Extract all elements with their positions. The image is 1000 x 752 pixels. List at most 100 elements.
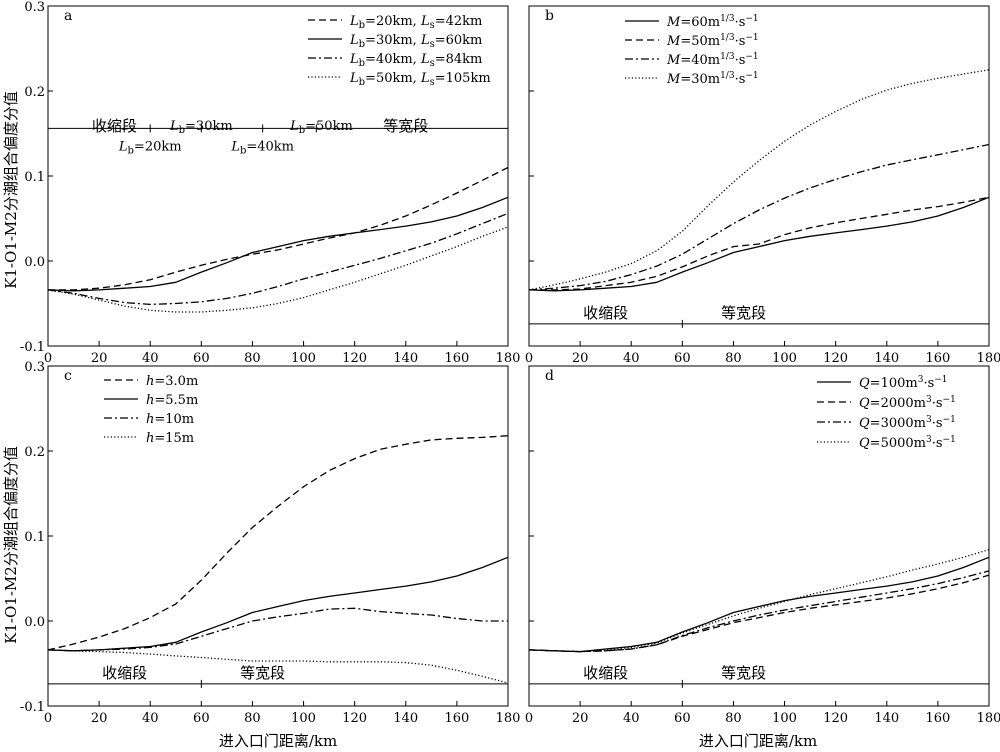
legend-entry-label: M=30m1/3·s−1 <box>666 71 759 87</box>
x-tick-label: 160 <box>444 711 469 726</box>
boundary-marker-label: Lb=20km <box>118 139 182 156</box>
legend-entry-label: M=40m1/3·s−1 <box>666 52 759 68</box>
plot-frame <box>528 5 990 347</box>
segment-label: 等宽段 <box>240 664 285 682</box>
legend-entry-label: Q=2000m3·s−1 <box>859 395 956 411</box>
panel-label: b <box>545 8 554 24</box>
x-tick-label: 180 <box>977 351 1000 366</box>
panel-b: 0 20 40 60 80 100 120 140 160 180 b 收缩段 等宽段 M=60m1/3·… <box>525 5 1000 366</box>
segment-label: 等宽段 <box>721 304 766 322</box>
x-axis-label-right: 进入口门距离/km <box>699 732 817 750</box>
segment-label: 等宽段 <box>721 664 766 682</box>
series-line-2 <box>529 196 990 291</box>
panel-label: c <box>64 368 72 384</box>
segment-label: 收缩段 <box>583 664 628 682</box>
x-tick-label: 180 <box>496 351 521 366</box>
panel-label: a <box>64 8 72 24</box>
y-axis-label-top: K1-O1-M2分潮组合偏度分值 <box>2 91 20 289</box>
series-line-3 <box>47 212 509 306</box>
panel-label: d <box>545 368 554 384</box>
x-tick-label: 140 <box>874 351 899 366</box>
series-line-1 <box>528 196 990 292</box>
segment-label: 收缩段 <box>92 117 137 135</box>
segment-label: 收缩段 <box>102 664 147 682</box>
series-line-2 <box>528 574 990 653</box>
x-tick-label: 80 <box>725 351 742 366</box>
legend-entry-label: Lb=20km, Ls=42km <box>349 14 482 31</box>
series-line-4 <box>47 226 509 313</box>
legend-entry-label: h=10m <box>146 412 194 427</box>
x-tick-label: 120 <box>823 351 848 366</box>
y-axis-label-bottom: K1-O1-M2分潮组合偏度分值 <box>2 446 20 644</box>
x-tick-label: 140 <box>393 351 418 366</box>
x-tick-label: 0 <box>44 711 52 726</box>
y-tick-label: 0.1 <box>24 170 45 185</box>
x-tick-label: 120 <box>342 351 367 366</box>
x-tick-label: 0 <box>44 351 52 366</box>
segment-label: 等宽段 <box>383 117 428 135</box>
x-tick-label: 140 <box>393 711 418 726</box>
series-line-3 <box>528 570 990 653</box>
x-axis-label-left: 进入口门距离/km <box>219 732 337 750</box>
legend-entry-label: Q=3000m3·s−1 <box>859 415 956 431</box>
x-tick-label: 180 <box>977 711 1000 726</box>
legend-entry-label: h=15m <box>146 431 194 446</box>
panel-a: 0 20 40 60 80 100 120 140 160 180 -0.1 0.0 0.1 0.2 0.3… <box>20 0 520 366</box>
series-line-1 <box>528 556 990 653</box>
y-tick-label: 0.2 <box>24 85 45 100</box>
y-tick-label: 0.2 <box>24 445 45 460</box>
legend-entry-label: Lb=50km, Ls=105km <box>349 71 491 88</box>
x-tick-label: 20 <box>91 711 108 726</box>
x-tick-label: 20 <box>91 351 108 366</box>
x-tick-label: 60 <box>193 711 210 726</box>
series-line-4 <box>528 548 990 653</box>
x-tick-label: 60 <box>674 351 691 366</box>
y-tick-label: 0.3 <box>24 0 45 15</box>
x-tick-label: 100 <box>772 351 797 366</box>
series-line-2 <box>47 556 509 652</box>
boundary-marker-label: Lb=50km <box>289 119 353 136</box>
legend-entry-label: M=50m1/3·s−1 <box>666 33 759 49</box>
plot-frame <box>47 365 509 707</box>
x-tick-label: 100 <box>772 711 797 726</box>
series-line-1 <box>47 435 509 651</box>
x-tick-label: 40 <box>142 351 159 366</box>
y-tick-label: -0.1 <box>20 700 45 715</box>
y-tick-label: 0.1 <box>24 530 45 545</box>
x-tick-label: 80 <box>244 711 261 726</box>
y-tick-label: 0.0 <box>24 615 45 630</box>
legend-entry-label: Q=5000m3·s−1 <box>859 435 956 451</box>
segment-label: 收缩段 <box>583 304 628 322</box>
legend-entry-label: Q=100m3·s−1 <box>859 375 948 391</box>
series-line-4 <box>528 69 990 291</box>
x-tick-label: 180 <box>496 711 521 726</box>
legend-entry-label: Lb=30km, Ls=60km <box>349 33 482 50</box>
y-tick-label: -0.1 <box>20 340 45 355</box>
y-tick-label: 0.0 <box>24 255 45 270</box>
x-tick-label: 120 <box>823 711 848 726</box>
x-tick-label: 100 <box>291 351 316 366</box>
boundary-marker-label: Lb=30km <box>169 119 233 136</box>
series-line-2 <box>47 196 509 292</box>
series-line-3 <box>528 143 990 291</box>
x-tick-label: 160 <box>925 711 950 726</box>
x-tick-label: 120 <box>342 711 367 726</box>
x-tick-label: 20 <box>572 351 589 366</box>
panel-d: 0 20 40 60 80 100 120 140 160 180 d 收缩段 等宽段 Q=100m3·s… <box>525 365 1000 726</box>
legend-entry-label: M=60m1/3·s−1 <box>666 14 759 30</box>
x-tick-label: 80 <box>244 351 261 366</box>
panel-c: 0 20 40 60 80 100 120 140 160 180 -0.1 0.0 0.1 0.2 0.3… <box>20 360 520 726</box>
legend-entry-label: h=3.0m <box>146 374 198 389</box>
y-tick-label: 0.3 <box>24 360 45 375</box>
x-tick-label: 100 <box>291 711 316 726</box>
x-tick-label: 40 <box>142 711 159 726</box>
series-line-3 <box>47 607 508 652</box>
x-tick-label: 160 <box>925 351 950 366</box>
x-tick-label: 60 <box>193 351 210 366</box>
legend-entry-label: h=5.5m <box>146 393 198 408</box>
x-tick-label: 0 <box>525 351 533 366</box>
boundary-marker-label: Lb=40km <box>230 139 294 156</box>
x-tick-label: 20 <box>572 711 589 726</box>
x-tick-label: 40 <box>623 351 640 366</box>
